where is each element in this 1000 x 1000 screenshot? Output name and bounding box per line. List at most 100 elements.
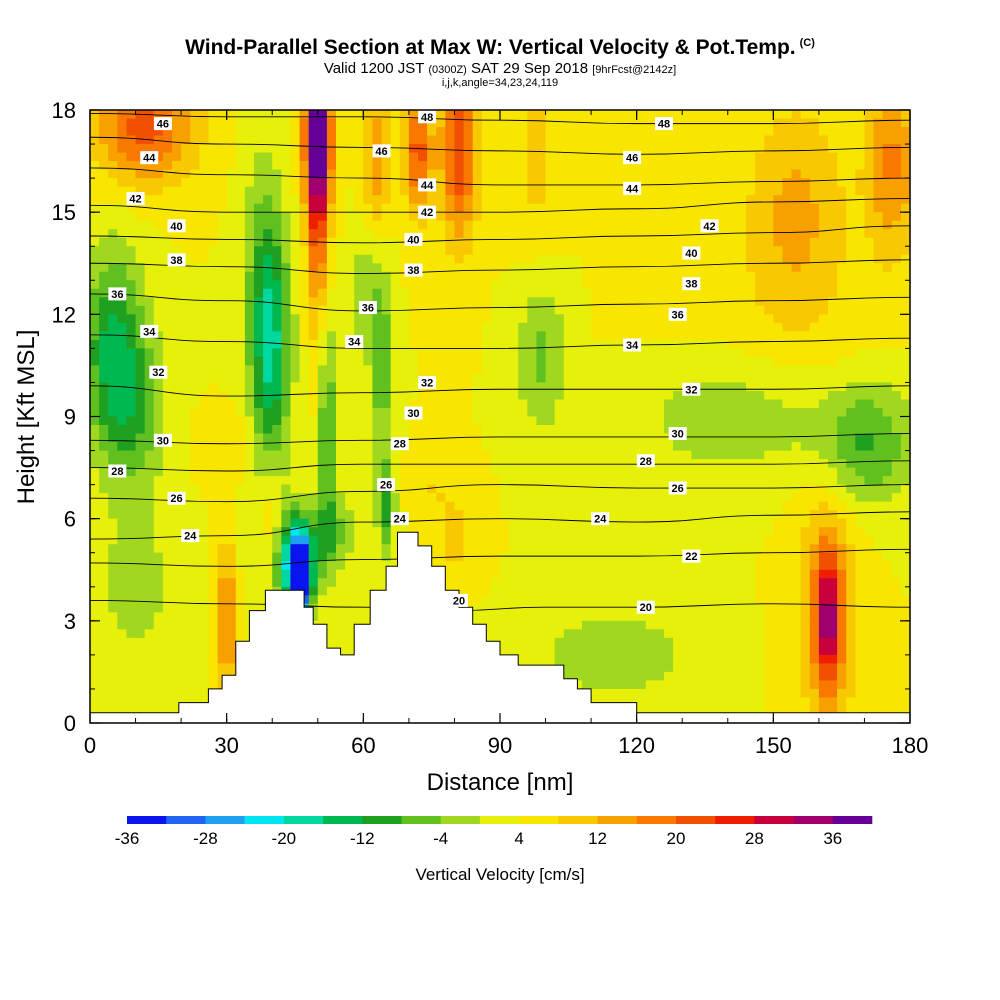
w-cell xyxy=(727,288,738,298)
w-cell xyxy=(135,305,146,315)
w-cell xyxy=(800,212,811,222)
w-cell xyxy=(654,552,665,562)
w-cell xyxy=(682,229,692,239)
w-cell xyxy=(500,178,510,188)
w-cell xyxy=(773,467,784,477)
w-cell xyxy=(554,382,565,392)
w-cell xyxy=(645,322,656,332)
w-cell xyxy=(618,127,629,137)
w-cell xyxy=(199,135,210,145)
w-cell xyxy=(645,399,656,409)
w-cell xyxy=(317,263,328,273)
w-cell xyxy=(272,254,282,264)
w-cell xyxy=(299,144,310,154)
w-cell xyxy=(609,501,620,511)
w-cell xyxy=(582,493,592,503)
w-cell xyxy=(436,144,446,154)
w-cell xyxy=(99,212,109,222)
w-cell xyxy=(235,569,246,579)
w-cell xyxy=(773,152,784,162)
w-cell xyxy=(172,186,182,196)
w-cell xyxy=(208,297,219,307)
w-cell xyxy=(636,552,647,562)
w-cell xyxy=(445,425,456,435)
w-cell xyxy=(354,544,364,554)
w-cell xyxy=(317,407,328,418)
w-cell xyxy=(882,178,893,188)
w-cell xyxy=(454,518,465,528)
w-cell xyxy=(126,314,137,324)
w-cell xyxy=(837,288,847,298)
w-cell xyxy=(144,254,155,264)
w-cell xyxy=(837,127,847,137)
w-cell xyxy=(381,373,392,384)
w-cell xyxy=(563,280,574,290)
w-cell xyxy=(390,297,401,307)
w-cell xyxy=(709,382,720,392)
w-cell xyxy=(755,493,765,503)
w-cell xyxy=(199,118,210,128)
w-cell xyxy=(281,510,292,520)
w-cell xyxy=(545,178,556,188)
w-cell xyxy=(490,373,501,384)
w-cell xyxy=(418,399,428,409)
w-cell xyxy=(190,220,200,230)
w-cell xyxy=(700,390,711,401)
w-cell xyxy=(818,399,829,409)
w-cell xyxy=(773,390,784,401)
w-cell xyxy=(336,331,346,341)
w-cell xyxy=(673,237,683,247)
w-cell xyxy=(627,254,638,264)
w-cell xyxy=(354,476,364,486)
w-cell xyxy=(190,399,200,409)
w-cell xyxy=(436,237,446,247)
w-cell xyxy=(172,518,182,528)
w-cell xyxy=(782,569,793,579)
w-cell xyxy=(700,135,711,145)
w-cell xyxy=(244,399,255,409)
w-cell xyxy=(162,144,173,154)
w-cell xyxy=(691,425,702,435)
w-cell xyxy=(791,314,802,324)
w-cell xyxy=(208,484,219,494)
w-cell xyxy=(664,535,674,545)
w-cell xyxy=(281,314,292,324)
w-cell xyxy=(764,118,774,128)
w-cell xyxy=(281,297,292,307)
w-cell xyxy=(554,373,565,384)
w-cell xyxy=(736,118,747,128)
w-cell xyxy=(399,390,410,401)
w-cell xyxy=(855,305,866,315)
w-cell xyxy=(281,578,292,588)
w-cell xyxy=(472,195,483,205)
w-cell xyxy=(454,271,465,281)
w-cell xyxy=(217,254,228,264)
w-cell xyxy=(181,220,191,230)
w-cell xyxy=(828,356,838,367)
w-cell xyxy=(828,178,838,188)
w-cell xyxy=(682,416,692,426)
w-cell xyxy=(436,399,446,409)
w-cell xyxy=(837,203,847,213)
w-cell xyxy=(673,459,683,469)
w-cell xyxy=(664,518,674,528)
w-cell xyxy=(900,459,910,469)
w-cell xyxy=(281,348,292,358)
w-cell xyxy=(381,433,392,443)
w-cell xyxy=(536,314,547,324)
w-cell xyxy=(509,442,519,452)
w-cell xyxy=(527,510,538,520)
w-cell xyxy=(782,373,793,384)
w-cell xyxy=(846,561,856,571)
w-cell xyxy=(454,339,465,349)
w-cell xyxy=(90,416,100,426)
w-cell xyxy=(181,144,191,154)
w-cell xyxy=(818,144,829,154)
w-cell xyxy=(181,450,191,460)
w-cell xyxy=(317,144,328,154)
w-cell xyxy=(290,348,301,358)
w-cell xyxy=(691,178,702,188)
w-cell xyxy=(226,339,237,349)
w-cell xyxy=(764,552,774,562)
w-cell xyxy=(536,416,547,426)
